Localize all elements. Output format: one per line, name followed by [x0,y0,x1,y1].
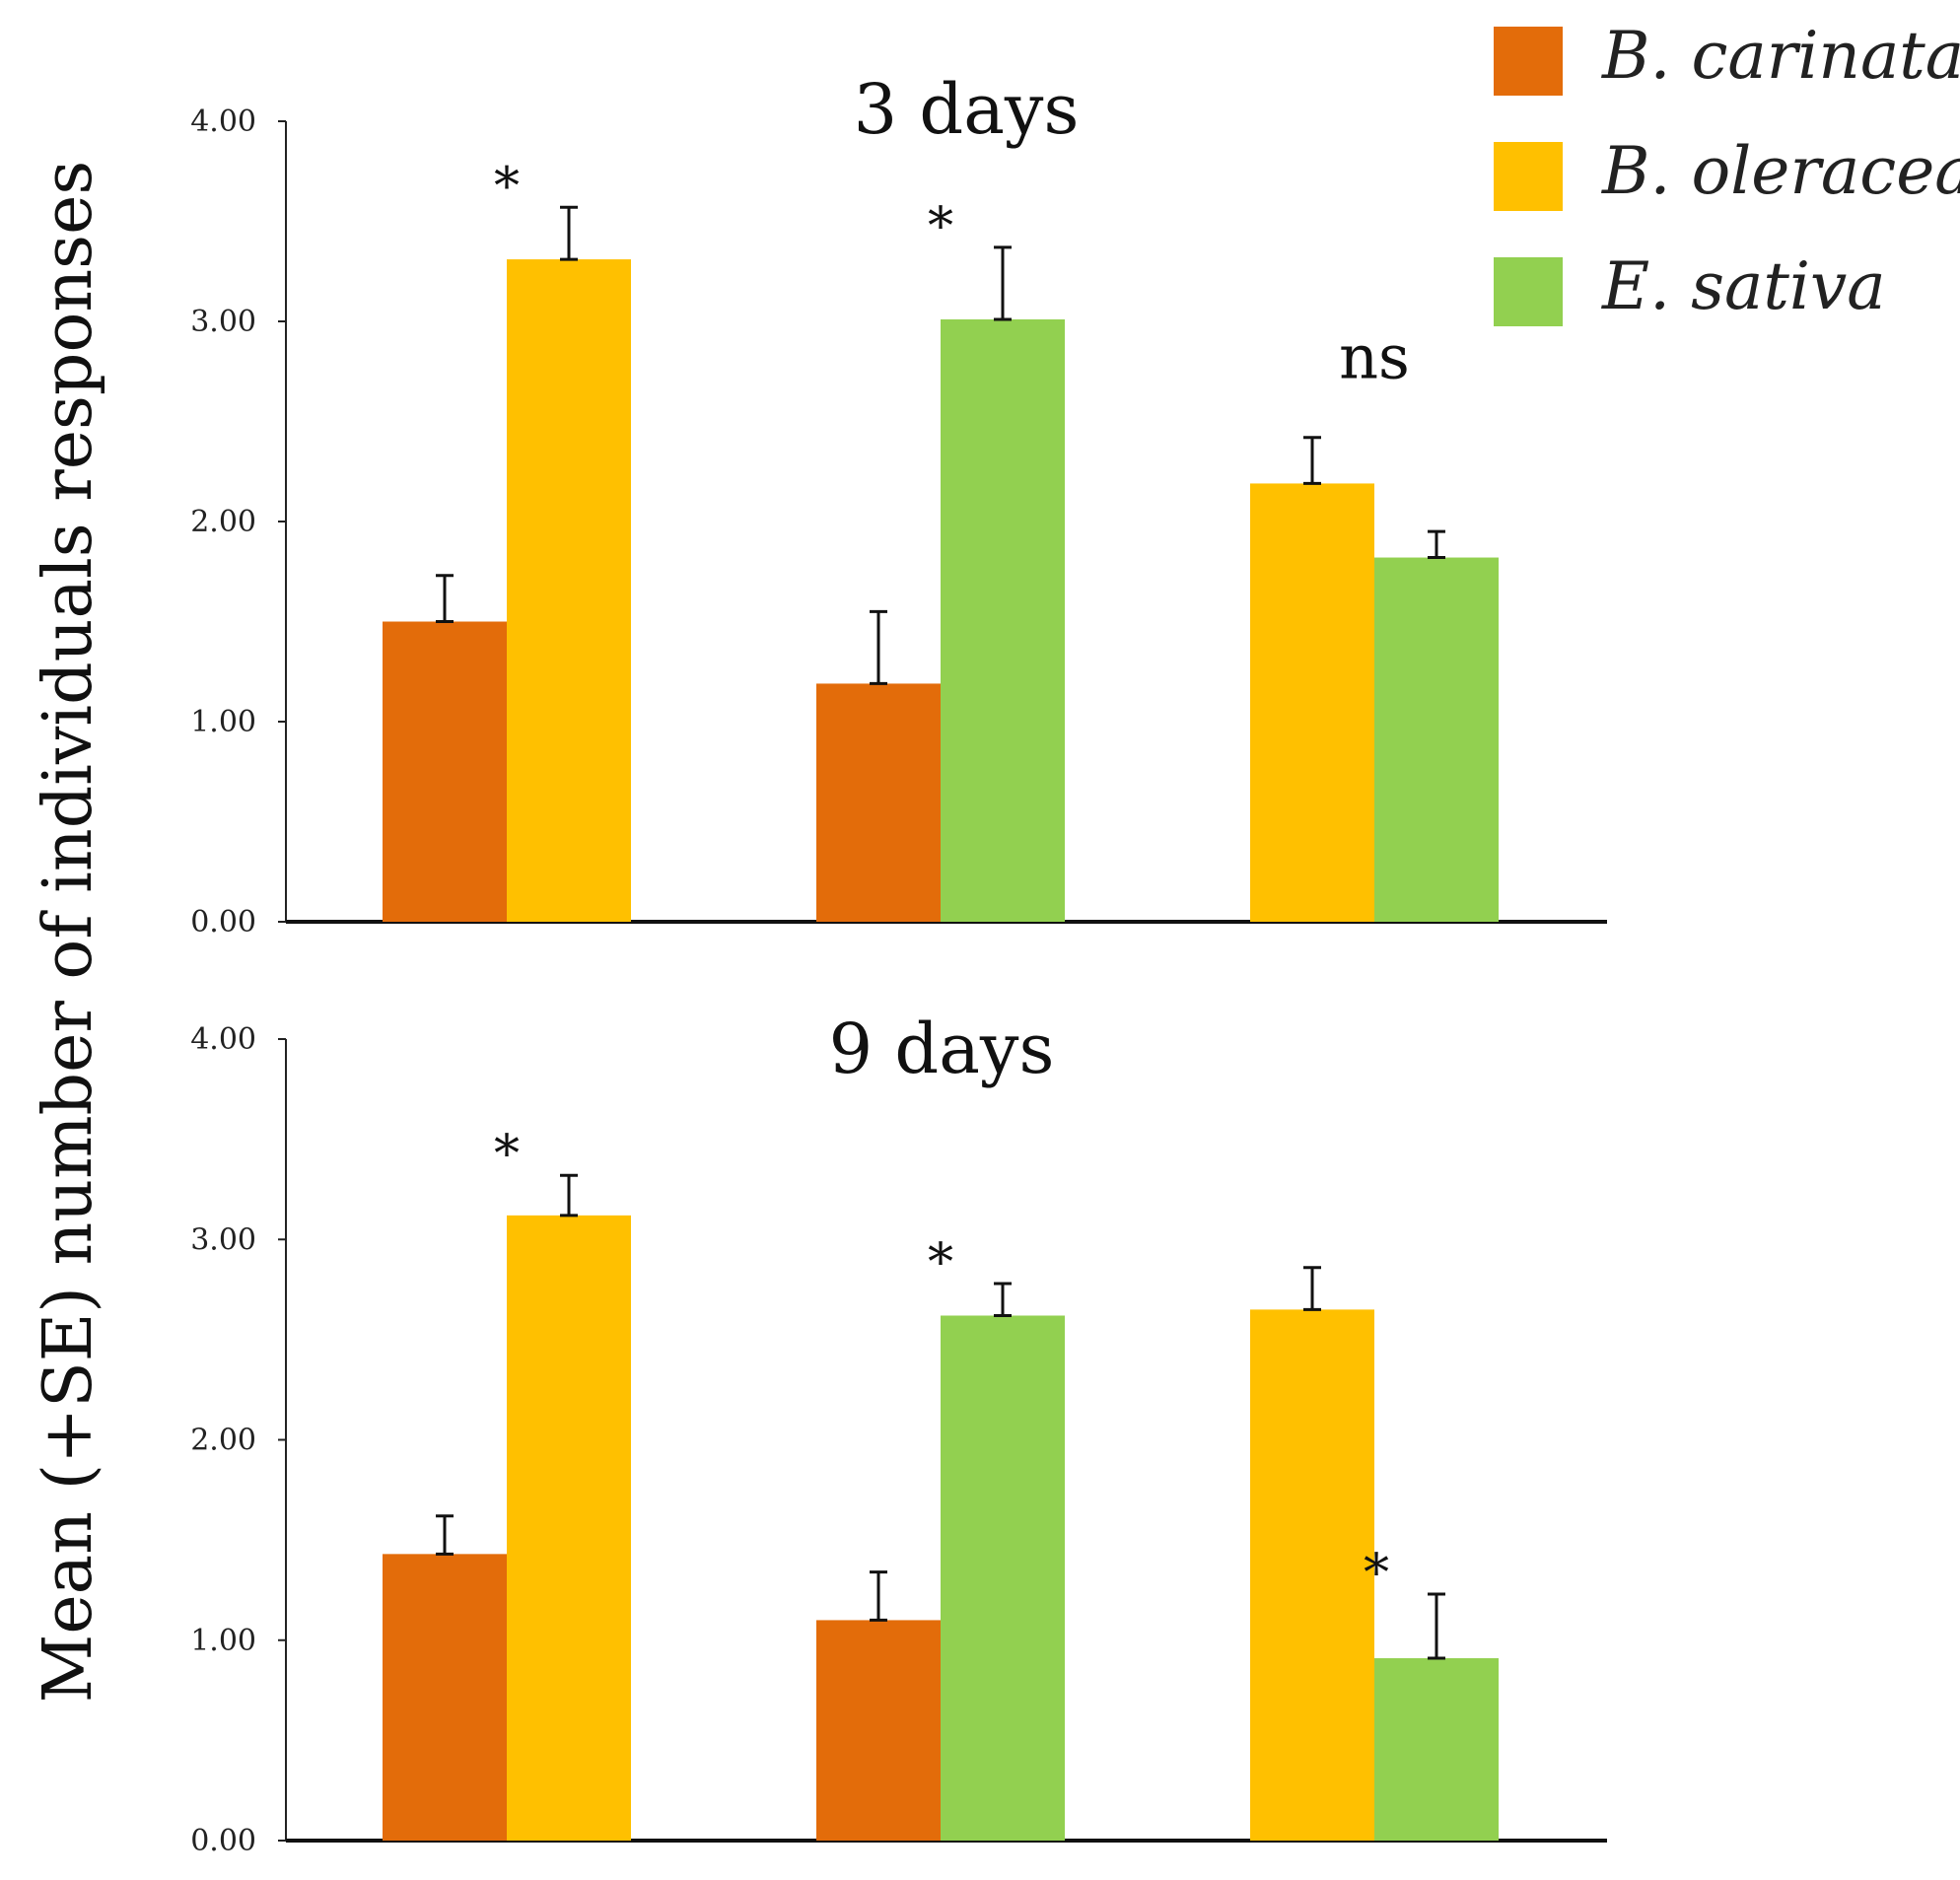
legend-swatch [1494,142,1563,211]
bar[interactable] [383,1554,507,1841]
panel-title: 3 days [854,69,1080,150]
bar[interactable] [816,1620,941,1841]
significance-label: * [1364,1544,1389,1603]
bar[interactable] [1374,557,1499,922]
significance-label: * [494,157,520,216]
y-axis-label: Mean (+SE) number of individuals respons… [30,161,107,1703]
legend-label: B. carinata [1601,18,1960,94]
significance-label: * [928,1233,953,1292]
legend-label: E. sativa [1601,248,1886,324]
bar[interactable] [816,683,941,922]
y-tick-label: 0.00 [190,1824,256,1858]
legend-swatch [1494,257,1563,326]
bar[interactable] [507,259,631,922]
bar[interactable] [507,1215,631,1841]
significance-label: ns [1339,321,1410,393]
y-tick-label: 4.00 [190,104,256,139]
y-tick-label: 1.00 [190,705,256,739]
y-tick-label: 2.00 [190,1424,256,1458]
y-tick-label: 3.00 [190,1222,256,1257]
y-tick-label: 2.00 [190,505,256,539]
significance-label: * [928,197,953,256]
bar[interactable] [1374,1658,1499,1841]
bar[interactable] [941,318,1065,923]
legend-swatch [1494,27,1563,96]
bar[interactable] [941,1315,1065,1841]
y-tick-label: 3.00 [190,305,256,339]
y-tick-label: 4.00 [190,1022,256,1057]
y-tick-label: 0.00 [190,905,256,940]
bar[interactable] [1250,483,1374,922]
panel-title: 9 days [829,1009,1055,1089]
bar[interactable] [1250,1309,1374,1841]
bar[interactable] [383,621,507,923]
significance-label: * [494,1125,520,1184]
y-tick-label: 1.00 [190,1624,256,1658]
legend-label: B. oleracea [1601,133,1960,209]
